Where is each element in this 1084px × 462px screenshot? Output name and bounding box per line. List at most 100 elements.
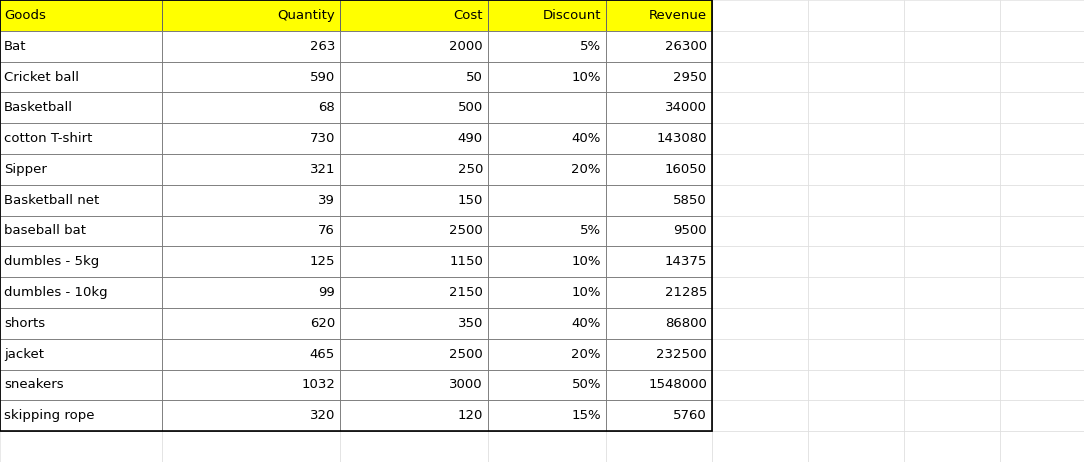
Bar xyxy=(0,277,162,308)
Text: Quantity: Quantity xyxy=(278,9,335,22)
Bar xyxy=(340,92,488,123)
Bar xyxy=(162,431,340,462)
Text: 1150: 1150 xyxy=(449,255,483,268)
Bar xyxy=(606,0,712,31)
Bar xyxy=(0,246,162,277)
Bar xyxy=(488,401,606,431)
Bar xyxy=(0,185,162,216)
Bar xyxy=(1001,61,1084,92)
Bar xyxy=(1001,277,1084,308)
Bar xyxy=(488,277,606,308)
Bar xyxy=(1001,216,1084,246)
Bar xyxy=(808,31,904,61)
Bar xyxy=(162,246,340,277)
Text: 16050: 16050 xyxy=(664,163,707,176)
Bar xyxy=(904,431,1001,462)
Bar xyxy=(162,92,340,123)
Bar xyxy=(808,431,904,462)
Bar xyxy=(0,401,162,431)
Bar xyxy=(606,0,712,31)
Bar xyxy=(904,154,1001,185)
Bar xyxy=(0,31,162,61)
Bar xyxy=(808,216,904,246)
Bar xyxy=(340,154,488,185)
Bar xyxy=(904,92,1001,123)
Text: 120: 120 xyxy=(457,409,483,422)
Bar xyxy=(0,431,162,462)
Bar xyxy=(808,401,904,431)
Text: 15%: 15% xyxy=(571,409,601,422)
Text: Goods: Goods xyxy=(4,9,46,22)
Bar xyxy=(162,123,340,154)
Bar xyxy=(1001,154,1084,185)
Bar xyxy=(904,339,1001,370)
Bar xyxy=(0,123,162,154)
Text: 321: 321 xyxy=(310,163,335,176)
Bar xyxy=(904,370,1001,401)
Bar xyxy=(712,339,808,370)
Text: 590: 590 xyxy=(310,71,335,84)
Bar xyxy=(488,246,606,277)
Bar xyxy=(162,277,340,308)
Text: Revenue: Revenue xyxy=(649,9,707,22)
Bar xyxy=(162,154,340,185)
Text: dumbles - 10kg: dumbles - 10kg xyxy=(4,286,107,299)
Bar xyxy=(162,308,340,339)
Bar xyxy=(606,61,712,92)
Text: 40%: 40% xyxy=(571,317,601,330)
Bar xyxy=(340,31,488,61)
Bar xyxy=(0,123,162,154)
Bar xyxy=(808,246,904,277)
Bar xyxy=(1001,339,1084,370)
Bar xyxy=(712,123,808,154)
Bar xyxy=(808,308,904,339)
Bar xyxy=(340,61,488,92)
Bar xyxy=(0,370,162,401)
Bar xyxy=(606,216,712,246)
Bar xyxy=(1001,401,1084,431)
Bar xyxy=(340,308,488,339)
Bar xyxy=(606,154,712,185)
Bar xyxy=(606,401,712,431)
Bar xyxy=(0,308,162,339)
Bar xyxy=(712,0,808,31)
Bar xyxy=(606,185,712,216)
Text: 39: 39 xyxy=(318,194,335,207)
Text: skipping rope: skipping rope xyxy=(4,409,94,422)
Bar xyxy=(0,0,162,31)
Bar xyxy=(340,308,488,339)
Bar xyxy=(488,92,606,123)
Bar xyxy=(162,277,340,308)
Bar xyxy=(488,31,606,61)
Bar xyxy=(1001,0,1084,31)
Bar xyxy=(0,0,712,431)
Text: 490: 490 xyxy=(457,132,483,145)
Bar xyxy=(340,0,488,31)
Bar xyxy=(162,0,340,31)
Bar xyxy=(340,185,488,216)
Bar xyxy=(0,154,162,185)
Bar xyxy=(808,185,904,216)
Bar xyxy=(162,31,340,61)
Bar xyxy=(0,154,162,185)
Bar xyxy=(904,216,1001,246)
Bar xyxy=(488,339,606,370)
Bar xyxy=(606,92,712,123)
Bar xyxy=(606,246,712,277)
Bar xyxy=(340,339,488,370)
Text: 40%: 40% xyxy=(571,132,601,145)
Bar xyxy=(712,401,808,431)
Text: 50: 50 xyxy=(466,71,483,84)
Bar xyxy=(606,308,712,339)
Bar xyxy=(340,216,488,246)
Text: 232500: 232500 xyxy=(656,348,707,361)
Bar xyxy=(162,370,340,401)
Bar xyxy=(808,370,904,401)
Text: Basketball: Basketball xyxy=(4,101,73,114)
Bar xyxy=(340,246,488,277)
Bar xyxy=(606,339,712,370)
Text: jacket: jacket xyxy=(4,348,44,361)
Bar xyxy=(488,431,606,462)
Text: 143080: 143080 xyxy=(657,132,707,145)
Bar xyxy=(0,185,162,216)
